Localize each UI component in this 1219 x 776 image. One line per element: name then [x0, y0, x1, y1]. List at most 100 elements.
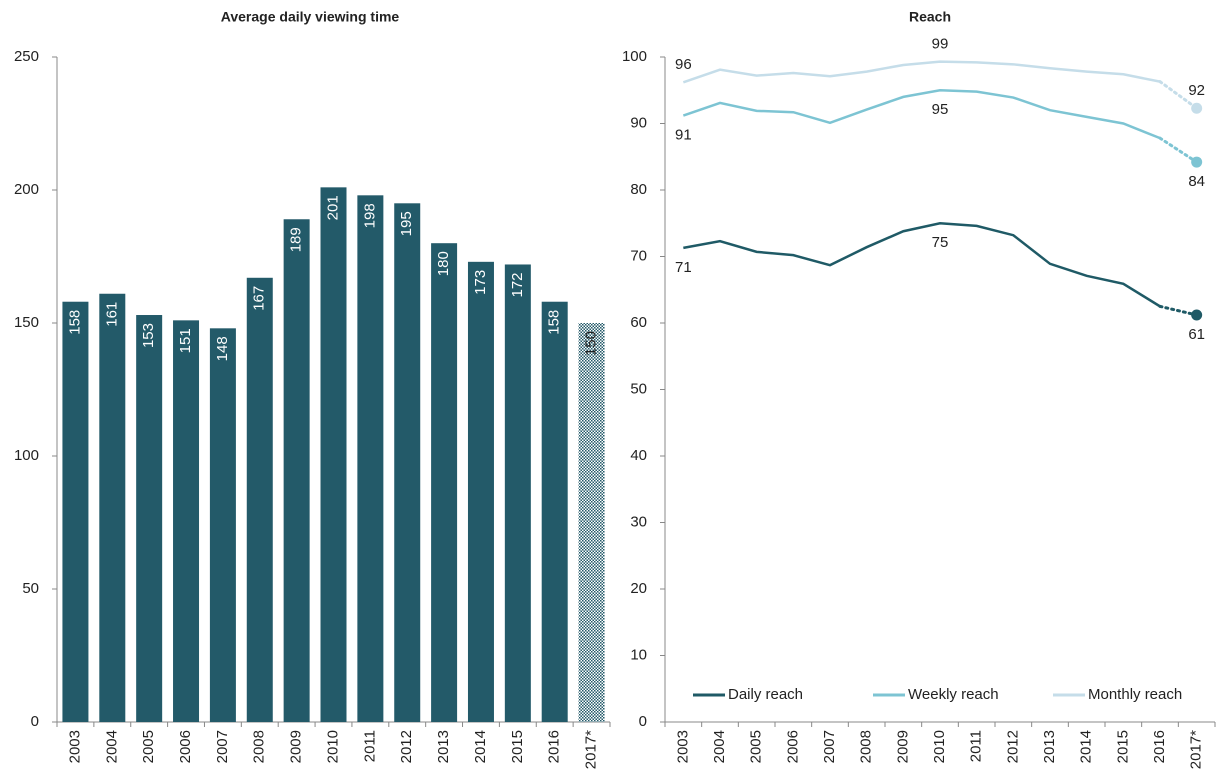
x-tick-label: 2017*: [1188, 730, 1205, 769]
y-tick-label: 0: [639, 713, 647, 730]
point: [1191, 309, 1203, 321]
value-label: 84: [1188, 173, 1205, 190]
x-tick-label: 2015: [1114, 730, 1131, 763]
x-tick-label: 2006: [784, 730, 801, 763]
y-tick-label: 90: [630, 114, 647, 131]
y-tick-label: 100: [14, 447, 39, 464]
y-tick-label: 20: [630, 580, 647, 597]
chart-title: Reach: [909, 9, 951, 25]
x-tick-label: 2009: [894, 730, 911, 763]
x-tick-label: 2010: [931, 730, 948, 763]
line: [682, 60, 1161, 84]
y-tick-label: 80: [630, 181, 647, 198]
x-tick-label: 2013: [1041, 730, 1058, 763]
value-label: 189: [288, 227, 305, 252]
point: [1191, 156, 1203, 168]
bar: [578, 323, 605, 722]
x-tick-label: 2007: [214, 730, 231, 763]
bar: [173, 320, 200, 722]
value-label: 99: [932, 36, 949, 53]
value-label: 61: [1188, 326, 1205, 343]
x-tick-label: 2008: [251, 730, 268, 763]
legend-label: Weekly reach: [908, 686, 999, 703]
value-label: 153: [140, 323, 157, 348]
x-tick-label: 2004: [711, 730, 728, 763]
bar: [357, 195, 384, 722]
bar: [136, 315, 163, 722]
bar: [209, 328, 236, 722]
x-tick-label: 2011: [361, 730, 378, 762]
line-projected: [1158, 304, 1199, 317]
legend-label: Daily reach: [728, 686, 803, 703]
y-tick-label: 150: [14, 314, 39, 331]
bar: [62, 301, 89, 722]
value-label: 158: [546, 310, 563, 335]
x-tick-label: 2011: [968, 730, 985, 762]
bar: [394, 203, 421, 723]
x-tick-label: 2016: [1151, 730, 1168, 763]
bar: [431, 243, 458, 722]
y-tick-label: 70: [630, 247, 647, 264]
bar: [320, 187, 347, 723]
y-tick-label: 10: [630, 646, 647, 663]
bar: [283, 219, 310, 722]
line: [683, 221, 1161, 308]
x-tick-label: 2005: [748, 730, 765, 763]
value-label: 161: [103, 302, 120, 327]
value-label: 96: [675, 56, 692, 73]
value-label: 148: [214, 336, 231, 361]
bar: [504, 264, 531, 722]
x-tick-label: 2006: [177, 730, 194, 763]
value-label: 180: [435, 251, 452, 276]
y-tick-label: 100: [622, 48, 647, 65]
value-label: 173: [472, 270, 489, 295]
x-tick-label: 2015: [509, 730, 526, 763]
bar: [99, 293, 126, 722]
value-label: 167: [251, 286, 268, 311]
y-tick-label: 0: [31, 713, 39, 730]
value-label: 91: [675, 126, 692, 143]
y-tick-label: 60: [630, 314, 647, 331]
value-label: 95: [932, 101, 949, 118]
value-label: 195: [398, 211, 415, 236]
value-label: 198: [361, 203, 378, 228]
value-label: 92: [1188, 82, 1205, 99]
value-label: 172: [509, 272, 526, 297]
y-tick-label: 30: [630, 513, 647, 530]
x-tick-label: 2004: [103, 730, 120, 763]
value-label: 201: [324, 195, 341, 220]
x-tick-label: 2016: [546, 730, 563, 763]
bar: [467, 261, 494, 722]
x-tick-label: 2003: [674, 730, 691, 763]
chart-title: Average daily viewing time: [221, 9, 400, 25]
value-label: 158: [66, 310, 83, 335]
x-tick-label: 2009: [288, 730, 305, 763]
x-tick-label: 2014: [1078, 730, 1095, 763]
bar: [541, 301, 568, 722]
value-label: 151: [177, 328, 194, 353]
x-tick-label: 2013: [435, 730, 452, 763]
y-tick-label: 50: [22, 580, 39, 597]
x-tick-label: 2007: [821, 730, 838, 763]
x-tick-label: 2017*: [583, 730, 600, 769]
bar: [246, 277, 273, 722]
x-tick-label: 2003: [66, 730, 83, 763]
x-tick-label: 2008: [858, 730, 875, 763]
y-tick-label: 200: [14, 181, 39, 198]
legend-label: Monthly reach: [1088, 686, 1182, 703]
y-tick-label: 250: [14, 48, 39, 65]
value-label: 150: [583, 331, 600, 356]
x-tick-label: 2010: [324, 730, 341, 763]
value-label: 71: [675, 259, 692, 276]
point: [1191, 102, 1203, 114]
x-tick-label: 2005: [140, 730, 157, 763]
x-tick-label: 2014: [472, 730, 489, 763]
y-tick-label: 50: [630, 380, 647, 397]
line-projected: [1158, 80, 1199, 110]
line-projected: [1158, 136, 1199, 164]
y-tick-label: 40: [630, 447, 647, 464]
x-tick-label: 2012: [1004, 730, 1021, 763]
value-label: 75: [932, 234, 949, 251]
line: [682, 88, 1161, 140]
